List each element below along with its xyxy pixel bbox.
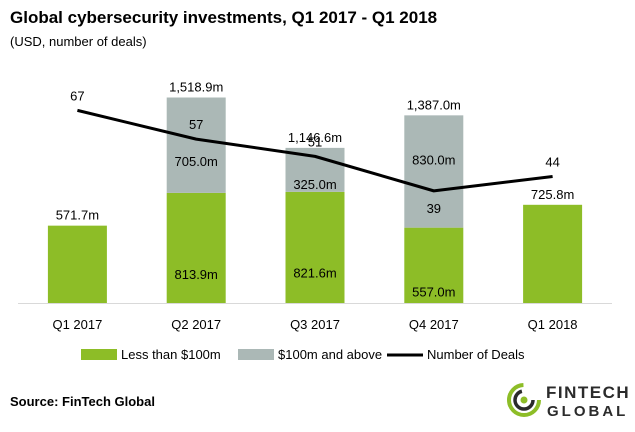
bar-under-100m-2 — [166, 192, 226, 303]
deals-label-2: 57 — [189, 117, 203, 132]
total-label-5: 725.8m — [531, 187, 574, 202]
segment-label-100m-and-above-2: 705.0m — [175, 154, 218, 169]
segment-label-100m-and-above-4: 830.0m — [412, 152, 455, 167]
bar-100m-and-above-2 — [166, 97, 226, 193]
x-tick-label-4: Q4 2017 — [409, 317, 459, 332]
total-label-4: 1,387.0m — [407, 97, 461, 112]
bar-under-100m-5 — [523, 204, 583, 303]
total-label-3: 1,146.6m — [288, 130, 342, 145]
source-note: Source: FinTech Global — [10, 394, 155, 409]
chart-subtitle: (USD, number of deals) — [10, 34, 147, 49]
deals-label-3: 51 — [308, 134, 322, 149]
segment-label-under-100m-2: 813.9m — [175, 267, 218, 282]
bar-under-100m-1 — [47, 225, 107, 303]
segment-label-under-100m-3: 821.6m — [293, 265, 336, 280]
fintech-global-logo: FINTECH GLOBAL — [506, 378, 631, 428]
logo-text-global: GLOBAL — [547, 403, 629, 420]
chart-title: Global cybersecurity investments, Q1 201… — [10, 8, 438, 27]
deals-label-1: 67 — [70, 88, 84, 103]
fintech-logo-icon — [507, 383, 541, 417]
total-label-1: 571.7m — [56, 208, 99, 223]
deals-line — [77, 108, 553, 193]
x-tick-label-2: Q2 2017 — [171, 317, 221, 332]
bar-under-100m-4 — [404, 227, 464, 303]
x-tick-label-1: Q1 2017 — [52, 317, 102, 332]
x-tick-label-5: Q1 2018 — [528, 317, 578, 332]
legend-swatch-under-100m — [81, 349, 117, 360]
segment-label-under-100m-4: 557.0m — [412, 284, 455, 299]
logo-text-fintech: FINTECH — [546, 383, 631, 402]
legend-label-deals: Number of Deals — [427, 347, 525, 362]
x-tick-label-3: Q3 2017 — [290, 317, 340, 332]
segment-label-100m-and-above-3: 325.0m — [293, 177, 336, 192]
deals-label-5: 44 — [545, 155, 559, 170]
deals-label-4: 39 — [427, 201, 441, 216]
legend-label-100m-and-above: $100m and above — [278, 347, 382, 362]
bar-100m-and-above-4 — [404, 115, 464, 228]
legend-swatch-100m-and-above — [238, 349, 274, 360]
total-label-2: 1,518.9m — [169, 80, 223, 95]
legend-label-under-100m: Less than $100m — [121, 347, 221, 362]
bar-under-100m-3 — [285, 191, 345, 303]
